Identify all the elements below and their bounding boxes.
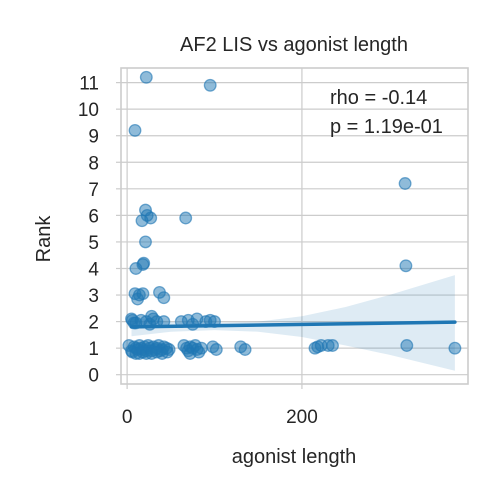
data-point bbox=[157, 291, 171, 305]
data-point bbox=[128, 123, 142, 137]
x-tick-label: 0 bbox=[122, 407, 133, 428]
y-tick-label: 9 bbox=[88, 127, 99, 148]
y-tick-label: 7 bbox=[88, 180, 99, 201]
data-point bbox=[139, 70, 153, 84]
data-point bbox=[398, 177, 412, 190]
y-tick-label: 6 bbox=[88, 206, 99, 227]
y-tick-label: 8 bbox=[88, 153, 99, 174]
y-tick-label: 3 bbox=[88, 286, 99, 307]
data-point bbox=[399, 259, 413, 273]
y-tick-label: 4 bbox=[88, 259, 99, 280]
data-point bbox=[146, 312, 160, 326]
data-point bbox=[192, 345, 206, 359]
data-point bbox=[400, 339, 414, 352]
rho-annotation: rho = -0.14 bbox=[330, 87, 427, 109]
data-point bbox=[209, 343, 223, 356]
axis-ticks: 0 1 2 3 4 5 6 7 8 9 10 11 0 200 bbox=[78, 74, 318, 428]
y-tick-label: 5 bbox=[88, 233, 99, 254]
x-tick-label: 200 bbox=[286, 407, 318, 428]
x-axis-label: agonist length bbox=[232, 446, 357, 468]
data-point bbox=[136, 287, 150, 301]
p-value-annotation: p = 1.19e-01 bbox=[330, 116, 443, 138]
data-point bbox=[326, 339, 339, 352]
data-point bbox=[139, 235, 152, 249]
y-tick-label: 0 bbox=[88, 366, 99, 387]
y-tick-label: 1 bbox=[88, 339, 99, 360]
data-point bbox=[160, 345, 174, 359]
data-points bbox=[122, 70, 462, 360]
data-point bbox=[135, 214, 149, 228]
data-point bbox=[203, 78, 217, 92]
regression-line-layer bbox=[129, 320, 457, 329]
y-tick-label: 10 bbox=[78, 100, 99, 121]
data-point bbox=[448, 341, 462, 355]
data-point bbox=[238, 343, 252, 356]
data-point bbox=[179, 211, 193, 225]
chart-title: AF2 LIS vs agonist length bbox=[180, 34, 408, 56]
y-axis-label: Rank bbox=[33, 215, 55, 263]
plot-frame bbox=[120, 67, 469, 385]
y-tick-label: 11 bbox=[79, 74, 99, 95]
y-tick-label: 2 bbox=[88, 313, 99, 334]
grid-lines bbox=[121, 68, 468, 384]
data-point bbox=[129, 262, 143, 275]
regression-line bbox=[129, 320, 457, 329]
